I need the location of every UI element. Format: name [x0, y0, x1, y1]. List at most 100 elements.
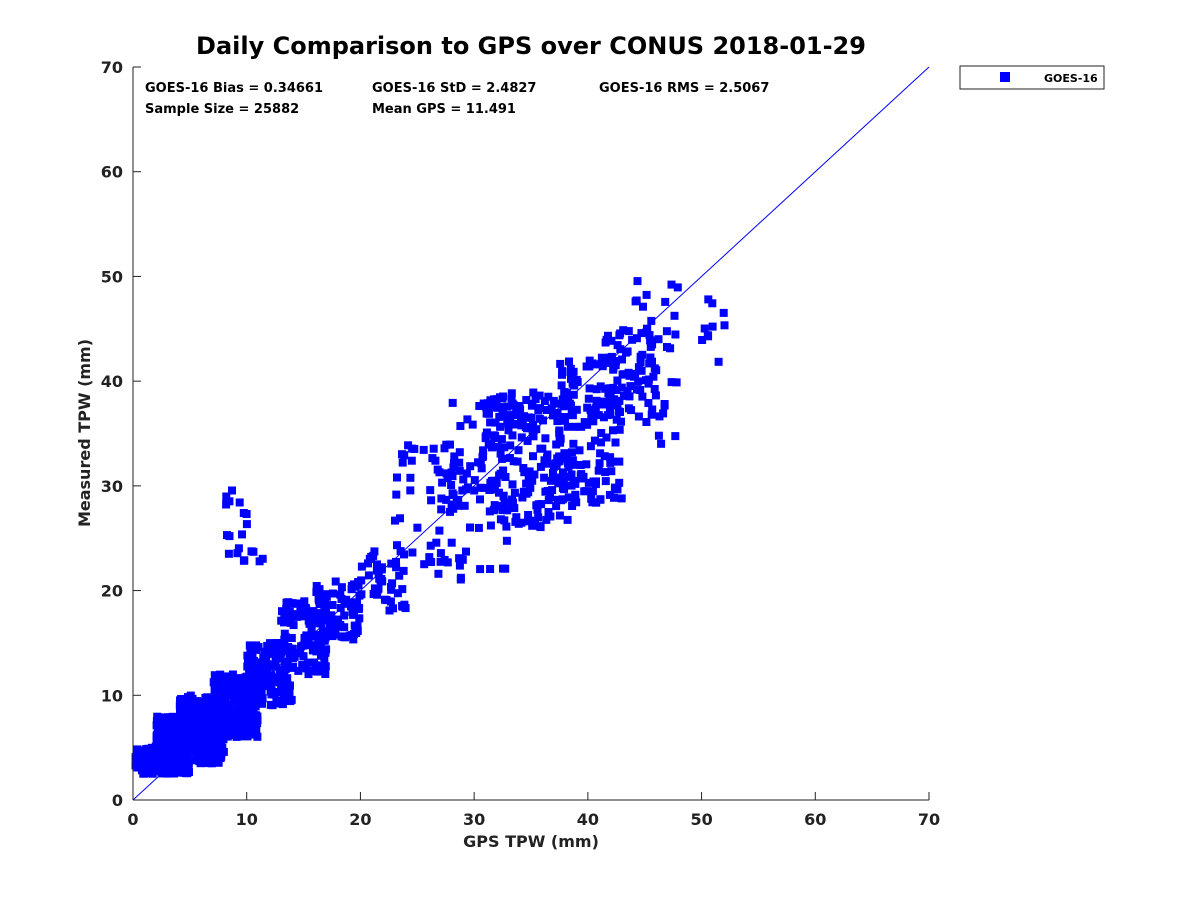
data-point [647, 410, 656, 419]
stat-rms: GOES-16 RMS = 2.5067 [599, 81, 769, 96]
y-tick-label: 70 [101, 58, 123, 77]
data-point [605, 397, 614, 406]
data-point [553, 399, 562, 408]
data-point [140, 769, 149, 778]
data-point [222, 684, 231, 693]
data-point [596, 382, 605, 391]
data-point [455, 466, 464, 475]
data-point [491, 431, 500, 440]
data-point [162, 713, 171, 722]
data-point [313, 615, 322, 624]
data-point [427, 496, 436, 505]
data-point [638, 392, 647, 401]
data-point [231, 687, 240, 696]
data-point [583, 403, 592, 412]
data-point [603, 411, 612, 420]
data-point [176, 709, 185, 718]
data-point [604, 331, 612, 340]
y-tick-label: 30 [101, 477, 123, 496]
data-point [134, 746, 143, 755]
y-tick-label: 40 [101, 372, 123, 391]
data-point [432, 538, 441, 547]
data-point [486, 418, 495, 427]
data-point [617, 383, 626, 392]
data-point [590, 436, 599, 445]
data-point [179, 717, 188, 726]
data-point [703, 331, 712, 340]
data-point [378, 577, 387, 586]
data-point [321, 604, 330, 613]
data-point [499, 466, 508, 475]
data-point [282, 633, 290, 642]
data-point [518, 493, 527, 502]
data-point [314, 630, 323, 639]
stat-sample-size: Sample Size = 25882 [145, 102, 299, 117]
data-point [485, 486, 494, 494]
data-point [671, 330, 680, 339]
data-point [354, 605, 363, 614]
data-point [448, 398, 457, 407]
data-point [254, 676, 263, 685]
data-point [386, 597, 395, 606]
data-point [490, 505, 499, 514]
data-point [241, 709, 250, 718]
data-point [468, 420, 477, 429]
data-point [496, 515, 505, 524]
data-point [179, 702, 188, 711]
data-point [597, 429, 606, 437]
data-point [597, 400, 606, 409]
data-point [637, 329, 646, 338]
data-point [446, 507, 454, 516]
data-point [337, 583, 346, 592]
scatter-points [131, 277, 729, 778]
data-point [331, 577, 340, 586]
y-tick-label: 50 [101, 267, 123, 286]
data-point [312, 588, 321, 596]
data-point [462, 547, 470, 556]
data-point [587, 494, 596, 503]
data-point [583, 420, 592, 429]
data-point [425, 553, 434, 562]
data-point [592, 477, 600, 486]
data-point [559, 402, 568, 411]
data-point [501, 473, 510, 481]
data-point [307, 625, 316, 634]
data-point [531, 519, 539, 527]
data-point [486, 521, 495, 530]
data-point [216, 742, 225, 751]
data-point [517, 433, 526, 442]
data-point [240, 556, 249, 565]
stat-bias: GOES-16 Bias = 0.34661 [145, 81, 323, 96]
data-point [182, 769, 191, 778]
data-point [601, 477, 610, 486]
data-point [400, 550, 408, 559]
data-point [615, 457, 624, 466]
data-point [536, 404, 544, 413]
data-point [299, 605, 308, 614]
data-point [253, 719, 262, 728]
data-point [181, 728, 190, 737]
data-point [602, 433, 611, 442]
data-point [228, 486, 236, 495]
data-point [648, 357, 656, 366]
data-point [392, 563, 401, 572]
data-point [572, 405, 581, 414]
data-point [193, 740, 202, 748]
data-point [258, 694, 267, 703]
data-point [190, 697, 199, 706]
data-point [517, 421, 526, 430]
data-point [644, 375, 653, 384]
data-point [466, 462, 475, 471]
data-point [153, 719, 162, 728]
data-point [294, 599, 303, 608]
data-point [316, 640, 325, 649]
data-point [450, 452, 459, 461]
data-point [643, 324, 651, 333]
data-point [244, 655, 253, 664]
data-point [509, 401, 518, 410]
data-point [526, 483, 535, 492]
x-tick-label: 70 [918, 810, 940, 829]
data-point [615, 478, 624, 487]
data-point [347, 598, 356, 607]
data-point [253, 694, 262, 703]
